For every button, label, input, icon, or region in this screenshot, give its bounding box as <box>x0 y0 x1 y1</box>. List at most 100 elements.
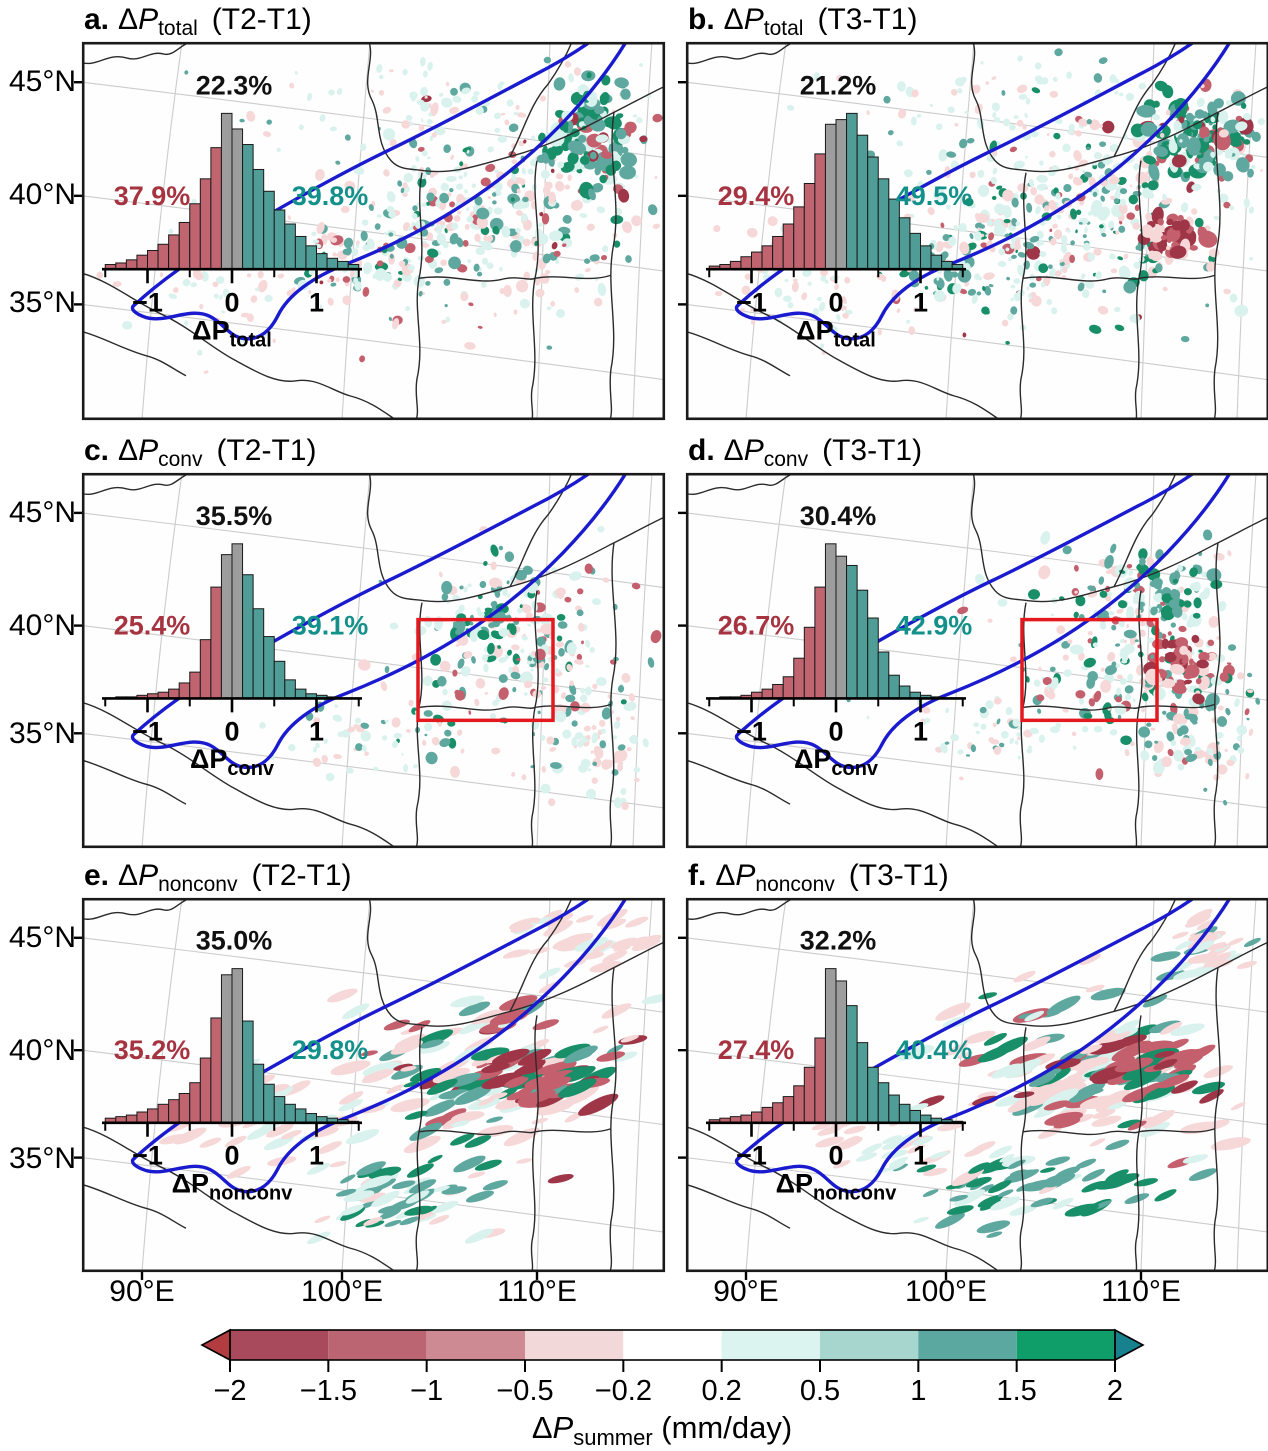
precip-anomaly-speckle <box>464 223 470 230</box>
province-border <box>415 1027 423 1272</box>
precip-anomaly-speckle <box>475 678 486 689</box>
precip-anomaly-speckle <box>1064 1203 1099 1217</box>
precip-anomaly-speckle <box>981 306 990 315</box>
histogram-bar <box>189 203 201 270</box>
precip-anomaly-speckle <box>957 606 969 615</box>
precip-anomaly-speckle <box>1165 245 1171 251</box>
precip-anomaly-speckle <box>991 76 997 80</box>
colorbar-tick-label: −1 <box>410 1375 443 1407</box>
yellow-river-region-outline <box>734 898 1232 1194</box>
precip-anomaly-speckle <box>422 675 433 687</box>
histogram-bar <box>284 679 296 699</box>
histogram-bar <box>867 617 879 699</box>
precip-anomaly-speckle <box>647 204 658 216</box>
precip-anomaly-speckle <box>1117 177 1127 186</box>
precip-anomaly-speckle <box>584 563 594 574</box>
precip-anomaly-speckle <box>1097 305 1109 315</box>
histogram-bar <box>316 253 328 270</box>
precip-anomaly-speckle <box>486 1116 504 1123</box>
precip-anomaly-speckle <box>333 753 342 760</box>
precip-anomaly-speckle <box>1134 639 1139 643</box>
precip-anomaly-speckle <box>1024 112 1028 119</box>
precip-anomaly-speckle <box>216 276 225 284</box>
precip-anomaly-speckle <box>354 281 362 291</box>
precip-anomaly-speckle <box>1099 141 1107 147</box>
province-border <box>82 474 187 495</box>
precip-anomaly-speckle <box>1194 217 1204 228</box>
precip-anomaly-speckle <box>1108 176 1120 185</box>
precip-anomaly-speckle <box>591 732 599 744</box>
colorbar-segment <box>820 1330 919 1360</box>
histogram-bar <box>846 112 858 270</box>
precip-anomaly-speckle <box>257 270 264 279</box>
precip-anomaly-speckle <box>567 152 579 165</box>
precip-anomaly-speckle <box>855 1152 878 1162</box>
precip-anomaly-speckle <box>927 207 935 216</box>
panel-d-title: d. ΔPconv (T3-T1) <box>688 434 922 471</box>
precip-anomaly-speckle <box>1070 240 1075 246</box>
histogram-bar <box>772 1102 784 1124</box>
histogram-bar <box>909 232 922 270</box>
precip-anomaly-speckle <box>977 1091 998 1099</box>
panel-letter: e. <box>84 859 110 892</box>
precip-anomaly-speckle <box>319 114 326 122</box>
precip-anomaly-speckle <box>1166 218 1174 226</box>
precip-anomaly-speckle <box>539 95 546 102</box>
precip-anomaly-speckle <box>398 260 406 268</box>
pct-increase: 42.9% <box>896 611 973 641</box>
precip-anomaly-speckle <box>392 318 400 330</box>
precip-anomaly-speckle <box>1049 267 1056 278</box>
precip-anomaly-speckle <box>346 767 354 774</box>
histogram-bar <box>157 1103 170 1124</box>
histogram-bar <box>867 1066 879 1124</box>
precip-anomaly-speckle <box>588 188 596 201</box>
precip-anomaly-speckle <box>1029 235 1040 243</box>
precip-anomaly-speckle <box>342 276 351 283</box>
precip-anomaly-speckle <box>600 728 606 734</box>
precip-anomaly-speckle <box>427 1154 443 1164</box>
precip-anomaly-speckle <box>958 223 967 233</box>
precip-anomaly-speckle <box>445 175 457 182</box>
precip-anomaly-speckle <box>594 165 602 176</box>
precip-anomaly-speckle <box>601 1003 632 1019</box>
precip-anomaly-speckle <box>434 126 446 136</box>
precip-anomaly-speckle <box>952 283 962 294</box>
precip-anomaly-speckle <box>1192 581 1201 592</box>
precip-anomaly-speckle <box>1153 761 1165 775</box>
precip-anomaly-speckle <box>362 1061 402 1077</box>
precip-anomaly-speckle <box>1053 1070 1091 1092</box>
precip-anomaly-speckle <box>538 1060 577 1076</box>
precip-anomaly-speckle <box>374 268 387 281</box>
precip-anomaly-speckle <box>340 205 350 214</box>
pct-near-zero: 35.0% <box>196 926 273 956</box>
precip-anomaly-speckle <box>1026 286 1030 291</box>
precip-anomaly-speckle <box>1089 1138 1106 1147</box>
precip-anomaly-speckle <box>1068 173 1074 180</box>
precip-anomaly-speckle <box>636 117 643 124</box>
precip-anomaly-speckle <box>807 281 812 286</box>
precip-anomaly-speckle <box>578 1093 619 1116</box>
precip-anomaly-speckle <box>541 765 547 773</box>
precip-anomaly-speckle <box>1049 228 1053 233</box>
precip-anomaly-speckle <box>246 1124 275 1141</box>
precip-anomaly-speckle <box>360 143 367 151</box>
panel-variable: ΔPconv <box>723 434 809 471</box>
precip-anomaly-speckle <box>994 203 1006 215</box>
precip-anomaly-speckle <box>1081 1168 1106 1182</box>
precip-anomaly-speckle <box>401 752 404 756</box>
precip-anomaly-speckle <box>530 668 534 672</box>
precip-anomaly-speckle <box>584 258 591 264</box>
precip-anomaly-speckle <box>1152 755 1158 762</box>
precip-anomaly-speckle <box>592 1025 609 1034</box>
colorbar-segment <box>230 1330 329 1360</box>
precip-anomaly-speckle <box>515 227 521 233</box>
precip-anomaly-speckle <box>361 1175 393 1189</box>
precip-anomaly-speckle <box>1075 690 1086 699</box>
precip-anomaly-speckle <box>1185 112 1194 122</box>
precip-anomaly-speckle <box>741 285 751 295</box>
precip-anomaly-speckle <box>1146 556 1155 568</box>
precip-anomaly-speckle <box>615 128 627 140</box>
histogram-tick-label: 1 <box>309 286 324 317</box>
precip-anomaly-speckle <box>618 188 630 203</box>
precip-anomaly-speckle <box>1161 141 1170 146</box>
